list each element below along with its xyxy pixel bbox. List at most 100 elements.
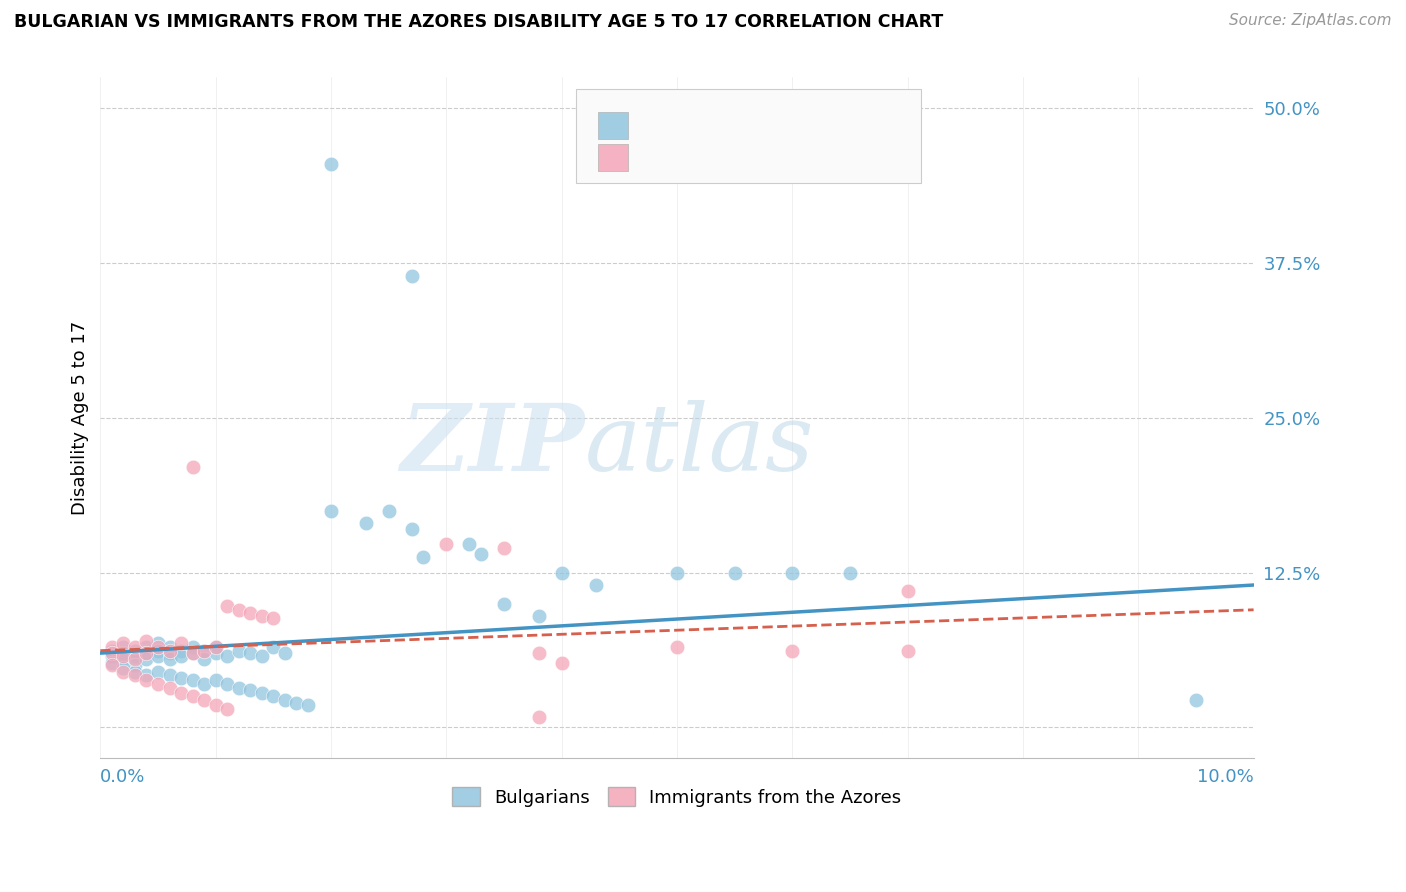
- Y-axis label: Disability Age 5 to 17: Disability Age 5 to 17: [72, 321, 89, 515]
- Point: [354, 516, 377, 530]
- Point: [239, 646, 262, 660]
- Point: [274, 646, 297, 660]
- Point: [159, 652, 181, 666]
- Text: 10.0%: 10.0%: [1197, 768, 1254, 786]
- Point: [193, 643, 215, 657]
- Point: [193, 643, 215, 657]
- Text: atlas: atlas: [585, 401, 814, 490]
- Point: [146, 665, 169, 679]
- Point: [181, 460, 204, 475]
- Point: [124, 665, 146, 679]
- Point: [527, 646, 550, 660]
- Point: [101, 656, 124, 670]
- Point: [527, 609, 550, 624]
- Point: [135, 640, 157, 654]
- Text: BULGARIAN VS IMMIGRANTS FROM THE AZORES DISABILITY AGE 5 TO 17 CORRELATION CHART: BULGARIAN VS IMMIGRANTS FROM THE AZORES …: [14, 13, 943, 31]
- Point: [112, 646, 135, 660]
- Point: [239, 683, 262, 698]
- Point: [124, 640, 146, 654]
- Point: [285, 696, 308, 710]
- Point: [124, 648, 146, 663]
- Point: [170, 686, 193, 700]
- Point: [724, 566, 747, 580]
- Point: [665, 640, 688, 654]
- Point: [124, 643, 146, 657]
- Point: [1185, 693, 1208, 707]
- Point: [527, 710, 550, 724]
- Point: [585, 578, 607, 592]
- Text: 40: 40: [797, 143, 820, 161]
- Point: [217, 599, 239, 613]
- Point: [239, 607, 262, 621]
- Point: [181, 646, 204, 660]
- Point: [204, 673, 226, 688]
- Point: [492, 541, 515, 555]
- Text: Source: ZipAtlas.com: Source: ZipAtlas.com: [1229, 13, 1392, 29]
- Text: ZIP: ZIP: [401, 401, 585, 490]
- Point: [101, 640, 124, 654]
- Point: [124, 652, 146, 666]
- Point: [274, 693, 297, 707]
- Point: [101, 648, 124, 663]
- Point: [492, 597, 515, 611]
- Point: [204, 640, 226, 654]
- Point: [401, 522, 423, 536]
- Point: [159, 681, 181, 695]
- Point: [839, 566, 862, 580]
- Point: [262, 611, 284, 625]
- Point: [204, 646, 226, 660]
- Point: [434, 537, 457, 551]
- Point: [181, 673, 204, 688]
- Text: R =: R =: [643, 143, 682, 161]
- Point: [135, 652, 157, 666]
- Point: [550, 566, 572, 580]
- Point: [181, 646, 204, 660]
- Point: [135, 668, 157, 682]
- Point: [112, 640, 135, 654]
- Point: [181, 640, 204, 654]
- Point: [401, 268, 423, 283]
- Point: [217, 677, 239, 691]
- Point: [112, 636, 135, 650]
- Point: [470, 547, 492, 561]
- Point: [101, 643, 124, 657]
- Point: [319, 157, 342, 171]
- Point: [159, 668, 181, 682]
- Point: [897, 643, 920, 657]
- Point: [146, 648, 169, 663]
- Point: [193, 693, 215, 707]
- Point: [170, 643, 193, 657]
- Point: [101, 646, 124, 660]
- Point: [458, 537, 481, 551]
- Point: [135, 646, 157, 660]
- Point: [250, 686, 273, 700]
- Point: [228, 681, 250, 695]
- Point: [146, 677, 169, 691]
- Text: R =: R =: [643, 109, 682, 127]
- Text: N =: N =: [758, 109, 797, 127]
- Point: [193, 677, 215, 691]
- Point: [170, 671, 193, 685]
- Legend: Bulgarians, Immigrants from the Azores: Bulgarians, Immigrants from the Azores: [446, 780, 908, 814]
- Point: [112, 652, 135, 666]
- Point: [217, 702, 239, 716]
- Point: [250, 609, 273, 624]
- Point: [159, 640, 181, 654]
- Text: 0.105: 0.105: [685, 109, 735, 127]
- Point: [377, 504, 399, 518]
- Point: [319, 504, 342, 518]
- Text: N =: N =: [758, 143, 797, 161]
- Point: [135, 646, 157, 660]
- Point: [262, 640, 284, 654]
- Point: [782, 566, 804, 580]
- Point: [297, 698, 319, 712]
- Point: [159, 643, 181, 657]
- Point: [665, 566, 688, 580]
- Point: [124, 658, 146, 673]
- Point: [135, 633, 157, 648]
- Point: [193, 652, 215, 666]
- Point: [217, 648, 239, 663]
- Point: [146, 643, 169, 657]
- Point: [250, 648, 273, 663]
- Text: 0.0%: 0.0%: [100, 768, 146, 786]
